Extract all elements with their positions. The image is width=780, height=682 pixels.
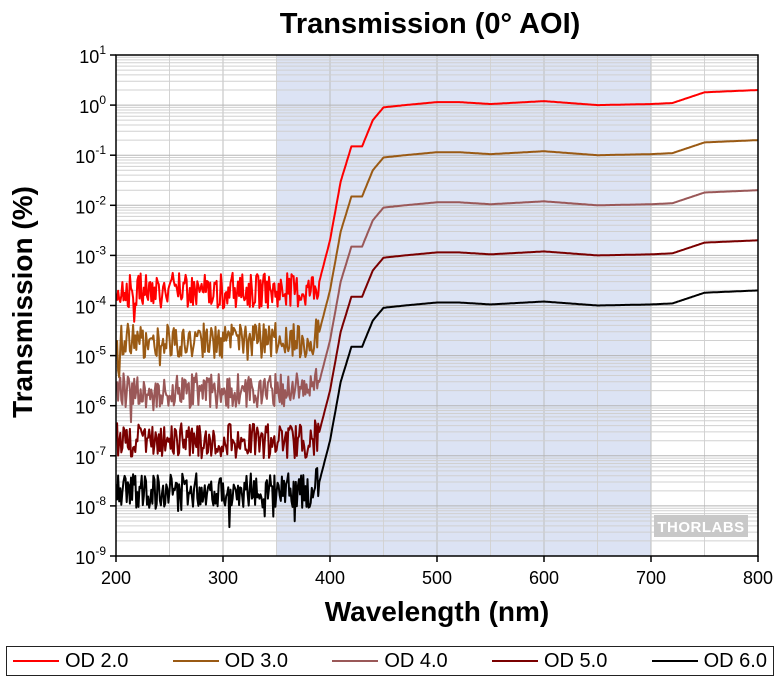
y-tick-label: 10-3 [75,243,106,267]
transmission-chart: Transmission (0° AOI) 200 300 400 500 600 700… [7,8,773,627]
x-axis-ticks: 200 300 400 500 600 700 800 [101,556,773,588]
y-axis-label: Transmission (%) [7,186,38,418]
legend-item-od-5: OD 5.0 [491,649,608,673]
chart-title: Transmission (0° AOI) [280,8,581,40]
legend-swatch [651,660,698,662]
legend: OD 2.0 OD 3.0 OD 4.0 OD 5.0 OD 6.0 [6,646,774,676]
legend-item-od-4: OD 4.0 [332,649,448,673]
series-layer [116,89,758,529]
y-tick-label: 10-2 [75,193,106,217]
y-tick-label: 10-1 [75,143,106,167]
legend-item-od-6: OD 6.0 [651,649,767,673]
x-tick-label: 500 [422,568,452,588]
y-tick-label: 10-6 [75,394,106,418]
thorlabs-watermark: THORLABS [654,515,748,537]
legend-label: OD 3.0 [224,649,289,672]
x-tick-label: 400 [315,568,345,588]
legend-swatch [172,660,219,662]
x-tick-label: 200 [101,568,131,588]
series-line-od-2 [116,89,758,323]
y-tick-label: 101 [79,43,106,67]
legend-label: OD 6.0 [703,649,767,672]
y-tick-label: 10-9 [75,544,106,568]
x-axis-label: Wavelength (nm) [325,596,550,627]
watermark-text: THORLABS [657,519,744,536]
y-tick-label: 100 [79,93,106,117]
series-line-od-4 [116,189,758,424]
legend-swatch [13,660,59,662]
y-tick-label: 10-5 [75,344,106,368]
x-tick-label: 800 [743,568,773,588]
x-tick-label: 300 [208,568,238,588]
y-axis-ticks: 101 100 10-1 10-2 10-3 10-4 10-5 10-6 10-7 10-8 10… [75,43,116,568]
grid-lines [115,55,759,557]
legend-item-od-2: OD 2.0 [13,650,128,673]
legend-label: OD 5.0 [543,649,608,672]
legend-swatch [491,660,538,662]
legend-label: OD 2.0 [65,649,129,672]
legend-item-od-3: OD 3.0 [172,649,289,673]
y-tick-label: 10-7 [75,444,106,468]
series-line-od-6 [116,289,758,529]
y-tick-label: 10-4 [75,294,106,318]
legend-label: OD 4.0 [384,649,448,672]
series-line-od-5 [116,239,758,460]
x-tick-label: 600 [529,568,559,588]
series-line-od-3 [116,139,758,379]
x-tick-label: 700 [636,568,666,588]
y-tick-label: 10-8 [75,494,106,518]
legend-swatch [332,660,379,662]
